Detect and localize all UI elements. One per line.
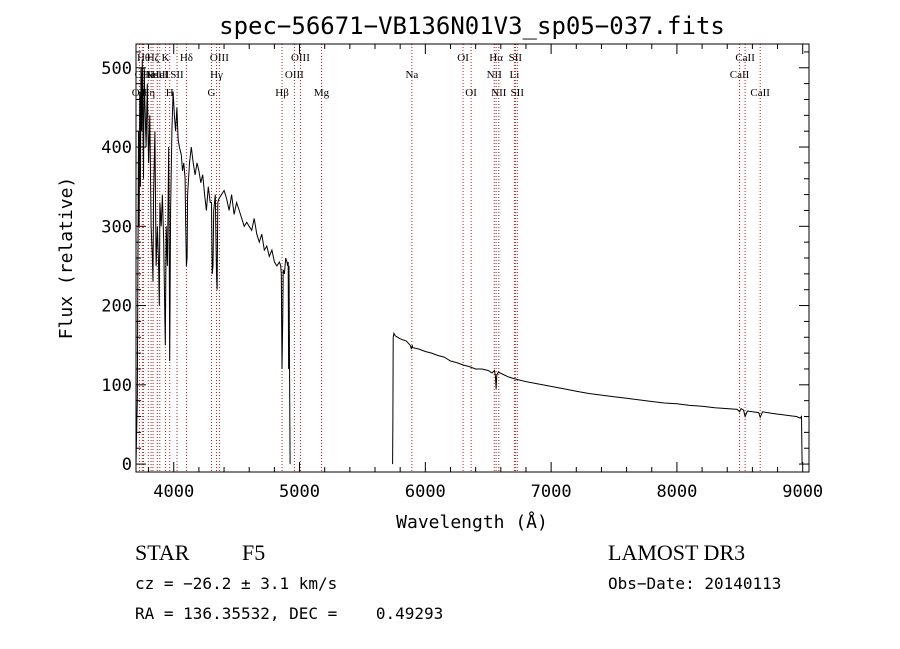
y-tick-label: 200 [101, 297, 132, 317]
obs-date: Obs−Date: 20140113 [608, 574, 782, 593]
y-axis: 0 100 200 300 400 500 [101, 51, 809, 475]
line-marker-label: CaII [730, 69, 750, 81]
y-axis-label: Flux (relative) [56, 177, 77, 340]
line-marker-label: Hγ [210, 69, 223, 81]
x-tick-label: 9000 [782, 482, 823, 502]
line-marker-label: CaII [735, 52, 755, 64]
line-marker-label: NII [491, 87, 507, 99]
line-marker-label: OI [465, 87, 477, 99]
line-marker-label: NII [487, 69, 503, 81]
x-tick-label: 4000 [153, 482, 194, 502]
line-marker-label: Hθ [137, 52, 150, 64]
line-marker-label: HeI [152, 69, 169, 81]
line-marker-label: NeIII [145, 69, 169, 81]
y-tick-label: 400 [101, 138, 132, 158]
x-tick-label: 5000 [279, 482, 320, 502]
line-marker-label: G [208, 87, 216, 99]
line-marker-layer: OIIOIIHθHηHeIHζNeIIIHeIKHSIIHδGHγOIIIHβO… [132, 44, 770, 472]
survey-label: LAMOST DR3 [608, 540, 746, 565]
line-marker-label: OI [457, 52, 469, 64]
line-marker-label: Hδ [180, 52, 193, 64]
spectrum-line [135, 59, 291, 465]
line-marker-label: Na [405, 69, 418, 81]
y-tick-label: 500 [101, 59, 132, 79]
line-marker-label: Li [509, 69, 519, 81]
line-marker-label: K [161, 52, 169, 64]
line-marker-label: SII [509, 52, 523, 64]
line-marker-label: OIII [210, 52, 229, 64]
coordinates-readout: RA = 136.35532, DEC = 0.49293 [135, 604, 444, 623]
x-tick-label: 8000 [656, 482, 697, 502]
plot-frame [135, 43, 810, 473]
line-marker-label: SII [170, 69, 184, 81]
line-marker-label: HeI [143, 69, 160, 81]
line-marker-label: H [166, 87, 174, 99]
x-axis: 4000 5000 6000 7000 8000 9000 [148, 44, 823, 502]
y-tick-label: 100 [101, 376, 132, 396]
line-marker-label: Hα [489, 52, 503, 64]
y-tick-label: 0 [122, 455, 132, 475]
line-marker-label: Hβ [275, 87, 289, 99]
object-subclass: F5 [242, 540, 266, 565]
spectrum-layer [135, 59, 803, 465]
line-marker-label: OIII [285, 69, 304, 81]
velocity-readout: cz = −26.2 ± 3.1 km/s [135, 574, 338, 593]
line-marker-label: SII [511, 87, 525, 99]
line-marker-label: Hζ [147, 52, 160, 64]
spectrum-line [392, 331, 803, 465]
chart-title: spec−56671−VB136N01V3_sp05−037.fits [219, 12, 725, 40]
x-axis-label: Wavelength (Å) [396, 511, 548, 533]
x-tick-label: 6000 [405, 482, 446, 502]
line-marker-label: OIII [291, 52, 310, 64]
line-marker-label: Mg [314, 87, 330, 99]
y-tick-label: 300 [101, 217, 132, 237]
x-tick-label: 7000 [531, 482, 572, 502]
object-class: STAR [135, 540, 190, 565]
line-marker-label: CaII [750, 87, 770, 99]
